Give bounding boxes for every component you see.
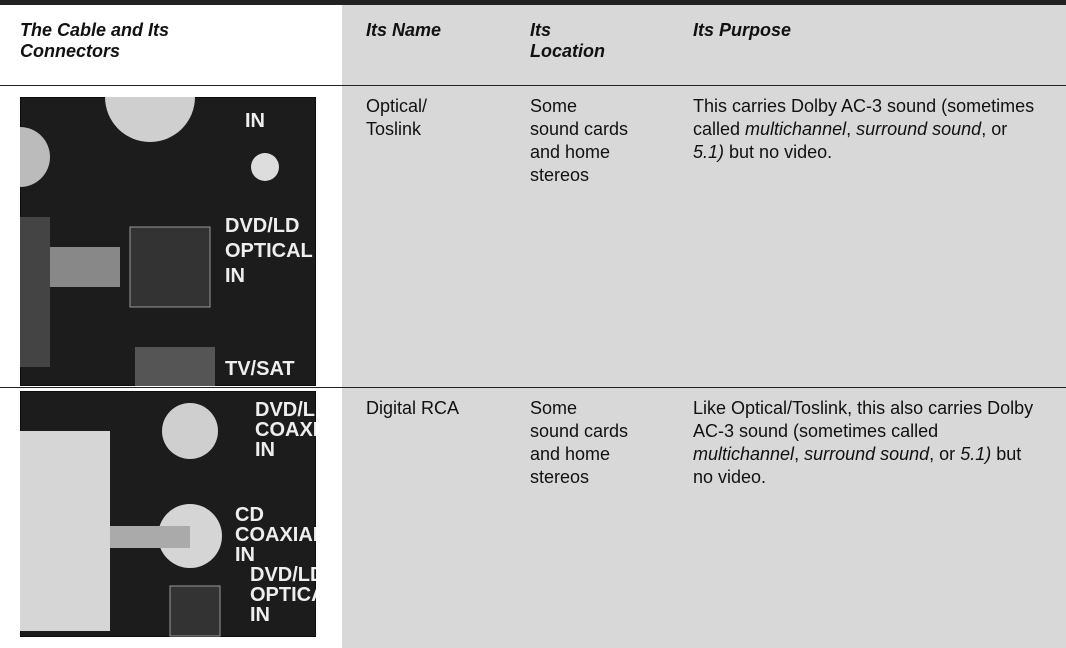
text-run: , or — [929, 444, 961, 464]
top-rule — [0, 0, 1066, 5]
jack — [162, 403, 218, 459]
plug — [40, 247, 120, 287]
emphasis: surround sound — [804, 444, 930, 464]
photo-label: CD — [235, 504, 264, 526]
connector-photo: IN DVD/LD OPTICAL IN TV/SAT — [20, 97, 316, 386]
photo-label: COAXIAL — [235, 524, 316, 546]
photo-label: IN — [255, 439, 275, 461]
name-cell: Digital RCA — [366, 398, 460, 418]
location-cell: Some sound cards and home stereos — [530, 398, 629, 487]
location-cell: Some sound cards and home stereos — [530, 96, 629, 185]
emphasis: surround sound — [856, 119, 982, 139]
name-cell: Optical/ Toslink — [366, 96, 428, 139]
photo-label: OPTICAL — [250, 584, 316, 606]
text-run: , — [794, 444, 805, 464]
photo-label: IN — [245, 110, 265, 132]
header-cell: The Cable and Its Connectors — [20, 20, 170, 61]
photo-label: TV/SAT — [225, 358, 295, 380]
jack — [20, 127, 50, 187]
jack — [105, 97, 195, 142]
header-cell: Its Name — [366, 20, 442, 40]
text-run: , — [846, 119, 857, 139]
text-run: Like Optical/Toslink, this also carries … — [693, 398, 1034, 441]
photo-label: DVD/LD — [255, 399, 316, 421]
photo-label: IN — [235, 544, 255, 566]
connector-photo: DVD/LDCOAXIALINCDCOAXIALINDVD/LDOPTICALI… — [20, 391, 316, 637]
text-run: but no video. — [724, 142, 833, 162]
header-rule — [0, 85, 1066, 86]
text-run: This carries Dolby AC-3 sound (sometimes… — [693, 96, 1035, 139]
emphasis: multichannel — [745, 119, 847, 139]
emphasis: 5.1) — [693, 142, 725, 162]
photo-label: OPTICAL — [225, 240, 313, 262]
photo-label: IN — [225, 265, 245, 287]
photo-label: DVD/LD — [250, 564, 316, 586]
header-cell: Its Location — [530, 20, 605, 61]
optical-port — [129, 226, 211, 308]
optical-port — [169, 585, 221, 637]
hand — [20, 431, 110, 631]
photo-label: DVD/LD — [225, 215, 299, 237]
photo-label: IN — [250, 604, 270, 626]
emphasis: multichannel — [693, 444, 795, 464]
text-run: , or — [981, 119, 1008, 139]
row-rule — [0, 387, 1066, 388]
led — [251, 153, 279, 181]
emphasis: 5.1) — [960, 444, 992, 464]
purpose-cell: This carries Dolby AC-3 sound (sometimes… — [693, 95, 1043, 164]
header-cell: Its Purpose — [693, 20, 792, 40]
shaded-columns — [342, 5, 1066, 648]
photo-label: COAXIAL — [255, 419, 316, 441]
cable — [20, 217, 50, 367]
purpose-cell: Like Optical/Toslink, this also carries … — [693, 397, 1043, 489]
port — [135, 347, 215, 386]
text-run: but no video. — [693, 444, 1022, 487]
